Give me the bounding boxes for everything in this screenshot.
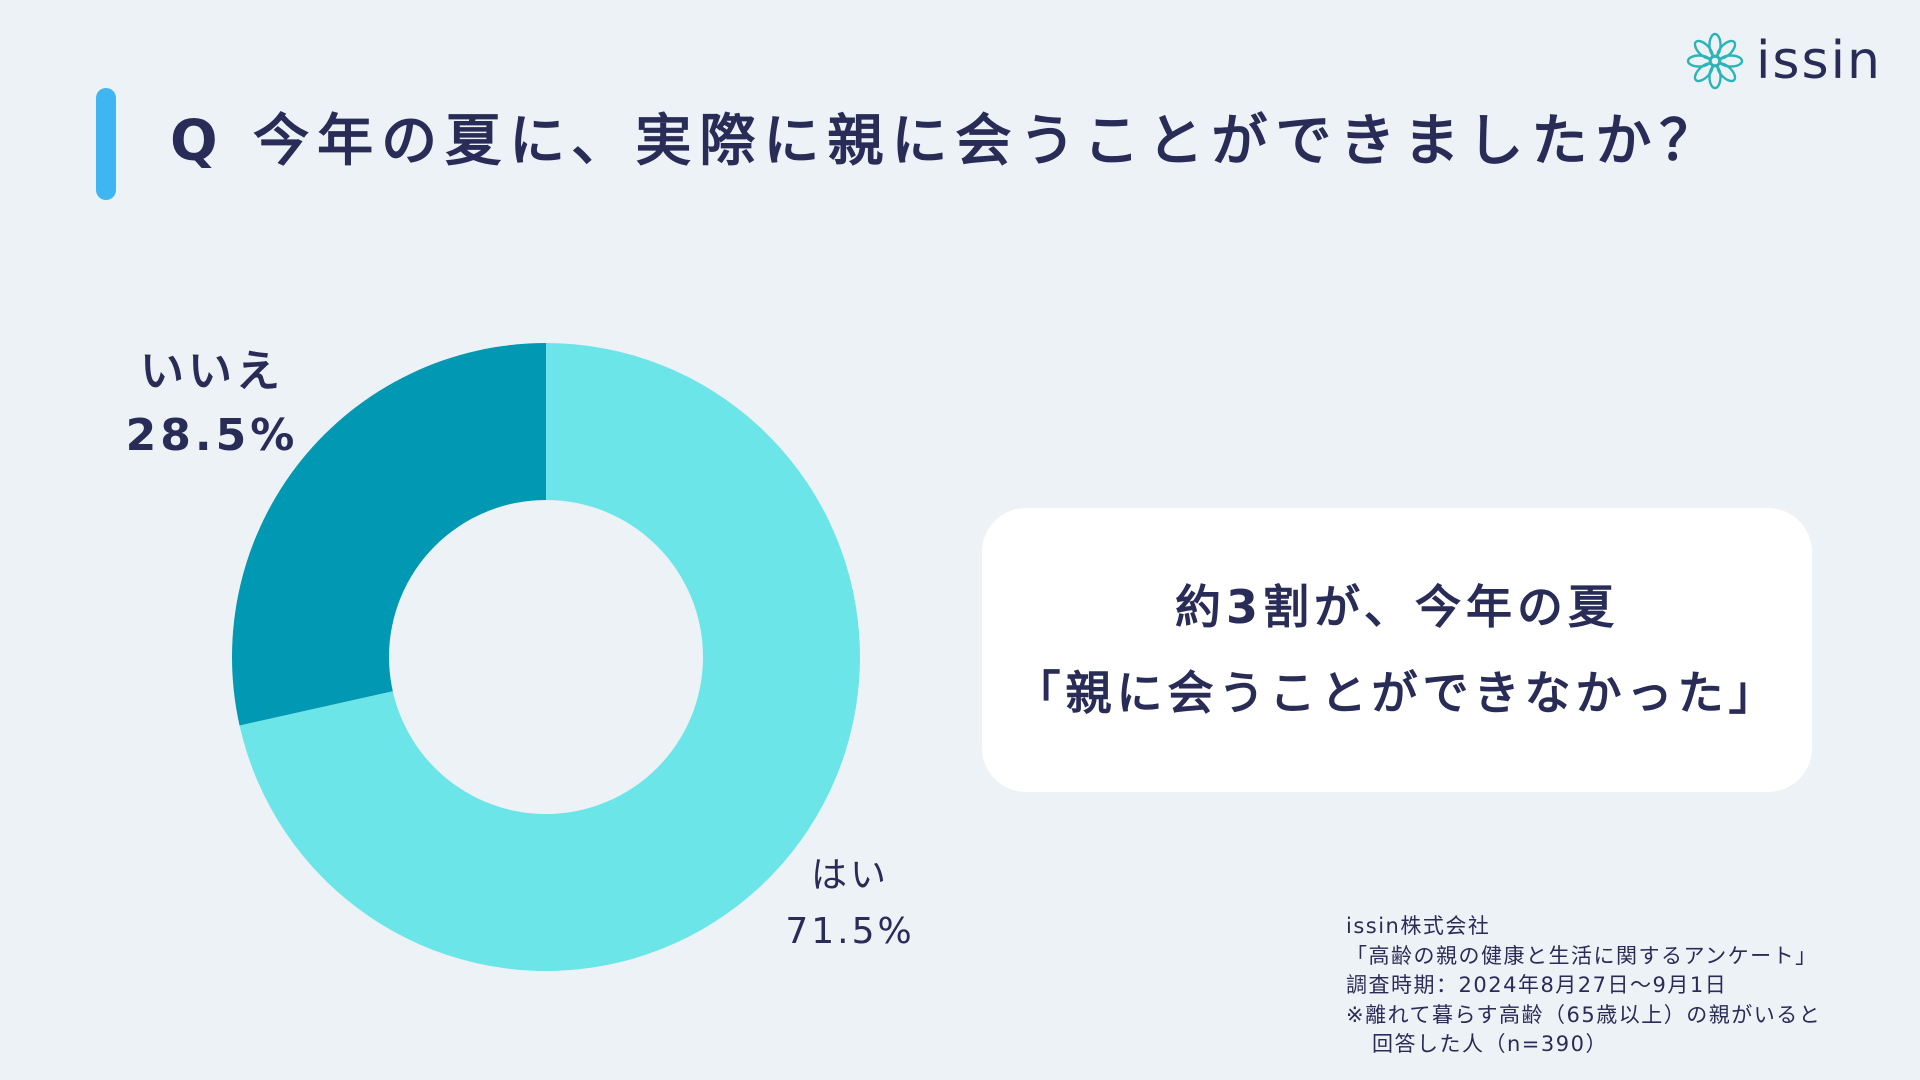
source-note-1: ※離れて暮らす高齢（65歳以上）の親がいると (1346, 1002, 1822, 1027)
page-title: Q 今年の夏に、実際に親に会うことができましたか？ (170, 109, 1724, 174)
source-survey: 「高齢の親の健康と生活に関するアンケート」 (1346, 943, 1818, 968)
data-label-yes-category: はい (810, 855, 889, 896)
source-company: issin株式会社 (1346, 914, 1491, 938)
flower-icon (1686, 32, 1744, 90)
donut-slice-yes (239, 343, 860, 971)
logo: issin (1684, 26, 1882, 96)
data-label-no: いいえ 28.5% (112, 340, 312, 468)
source-note: issin株式会社 「高齢の親の健康と生活に関するアンケート」 調査時期：202… (1346, 912, 1821, 1060)
source-note-2: 回答した人（n=390） (1372, 1032, 1608, 1056)
source-period: 調査時期：2024年8月27日〜9月1日 (1346, 973, 1728, 997)
logo-text: issin (1755, 31, 1882, 91)
data-label-no-value: 28.5% (125, 410, 299, 461)
callout-line-2: 「親に会うことができなかった」 (1014, 666, 1780, 720)
donut-hole (389, 500, 703, 814)
callout-line-1: 約3割が、今年の夏 (1174, 580, 1620, 634)
summary-callout: 約3割が、今年の夏 「親に会うことができなかった」 (982, 508, 1812, 792)
data-label-yes: はい 71.5% (770, 848, 930, 960)
title-accent-bar (96, 88, 116, 200)
data-label-yes-value: 71.5% (785, 911, 915, 952)
data-label-no-category: いいえ (140, 346, 284, 397)
